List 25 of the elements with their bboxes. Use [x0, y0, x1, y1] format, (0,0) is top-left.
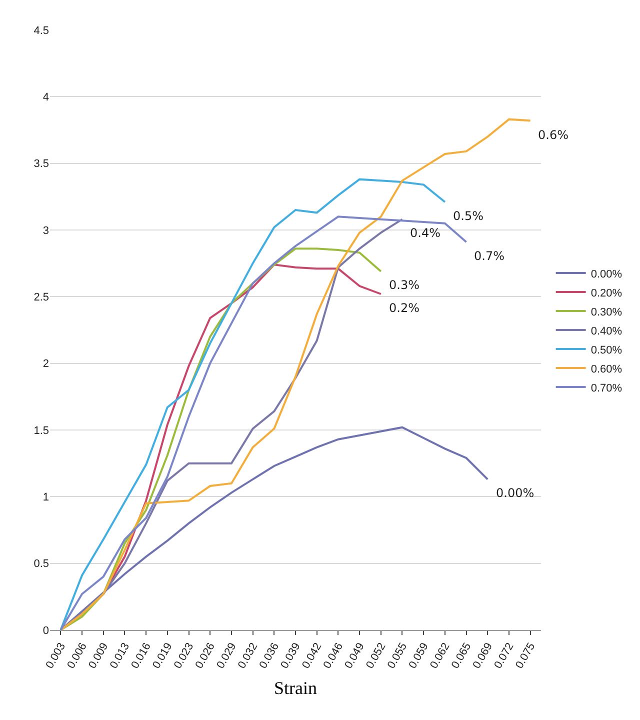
y-tick-label: 3.5: [34, 158, 49, 170]
legend-label: 0.50%: [590, 344, 622, 356]
legend-label: 0.20%: [590, 287, 622, 300]
y-tick-label: 0.5: [34, 558, 49, 570]
annotation: 0.4%: [410, 226, 440, 240]
legend-label: 0.00%: [590, 268, 622, 280]
y-tick-label: 2: [42, 358, 49, 370]
legend-label: 0.40%: [590, 325, 622, 338]
y-tick-label: 2.5: [34, 292, 49, 304]
annotation: 0.00%: [496, 486, 534, 500]
y-tick-label: 4.5: [34, 24, 49, 37]
annotation: 0.6%: [538, 128, 568, 142]
annotation: 0.7%: [474, 249, 504, 263]
y-tick-label: 0: [42, 624, 49, 637]
y-tick-label: 3: [42, 224, 49, 237]
legend-label: 0.60%: [590, 363, 622, 376]
y-tick-label: 1.5: [34, 424, 49, 437]
y-tick-label: 1: [42, 492, 49, 504]
annotation: 0.5%: [453, 209, 484, 223]
x-axis-title: Strain: [274, 678, 317, 698]
legend-label: 0.30%: [590, 306, 622, 318]
legend-label: 0.70%: [590, 382, 622, 394]
y-tick-label: 4: [42, 92, 49, 104]
annotation: 0.3%: [389, 278, 420, 292]
annotation: 0.2%: [389, 301, 420, 315]
